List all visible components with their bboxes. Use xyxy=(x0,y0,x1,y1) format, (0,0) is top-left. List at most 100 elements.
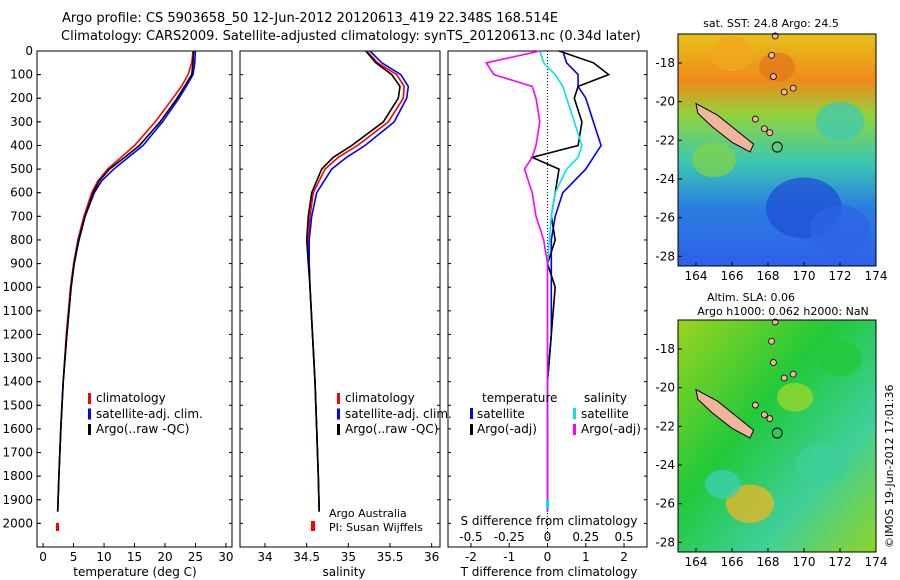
diff-legend-swatch-3 xyxy=(573,424,576,435)
header-line-2: Climatology: CARS2009. Satellite-adjuste… xyxy=(61,29,641,44)
sla-x-tick-label: 172 xyxy=(829,555,852,569)
sst-x-tick-label: 170 xyxy=(793,269,816,283)
diff-xlabel: T difference from climatology xyxy=(460,565,638,579)
sst-frame xyxy=(677,33,877,267)
x-tick-label: 0 xyxy=(544,550,552,564)
sla-argo-marker xyxy=(771,427,783,439)
sla-islet-1 xyxy=(761,411,768,419)
sst-x-tick-label: 164 xyxy=(685,269,708,283)
x-tick-label: 25 xyxy=(188,550,203,564)
sst-island xyxy=(695,102,755,153)
y-tick-label: 800 xyxy=(10,233,33,247)
x-tick-label: 34.5 xyxy=(293,550,320,564)
sst-islet-1 xyxy=(761,125,768,133)
diff-legend-sal-satellite: satellite xyxy=(581,407,629,421)
diff-legend-swatch-2 xyxy=(573,408,576,419)
y-tick-label: 1000 xyxy=(2,280,33,294)
x-top-tick-label: 0.5 xyxy=(614,530,633,544)
sla-patch-4 xyxy=(777,382,813,412)
sst-x-tick-label: 172 xyxy=(829,269,852,283)
sla-y-tick-label: -24 xyxy=(655,458,675,472)
sla-y-tick-label: -26 xyxy=(655,497,675,511)
x-tick-label: 30 xyxy=(218,550,233,564)
temp-legend-swatch-2 xyxy=(88,424,91,435)
sal-annotation-1: Argo Australia xyxy=(329,507,407,520)
sal-annotation-2: PI: Susan Wijffels xyxy=(329,521,423,534)
x-tick-label: 2 xyxy=(620,550,628,564)
sla-x-tick-label: 164 xyxy=(685,555,708,569)
x-tick-label: 0 xyxy=(39,550,47,564)
temp-bottom-marker xyxy=(56,523,59,531)
y-tick-label: 200 xyxy=(10,91,33,105)
sst-y-tick-label: -24 xyxy=(655,172,675,186)
y-tick-label: 0 xyxy=(25,44,33,58)
imos-stamp: ©IMOS 19-Jun-2012 17:01:36 xyxy=(883,384,896,548)
x-tick-label: -2 xyxy=(465,550,477,564)
temp-legend-argo: Argo(..raw -QC) xyxy=(96,422,189,436)
sla-islet-0 xyxy=(752,401,759,409)
sst-y-tick-label: -26 xyxy=(655,211,675,225)
sst-x-tick-label: 166 xyxy=(721,269,744,283)
diff-legend-swatch-0 xyxy=(470,408,473,419)
diff-legend-temp-satellite: satellite xyxy=(477,407,525,421)
x-tick-label: 34 xyxy=(257,550,272,564)
diff-bottom-marker xyxy=(546,500,549,508)
sla-islet-7 xyxy=(770,359,777,366)
x-top-tick-label: 0 xyxy=(544,530,552,544)
sal-legend-swatch-0 xyxy=(337,393,340,404)
y-tick-label: 1300 xyxy=(2,351,33,365)
diff-series-3 xyxy=(485,50,549,512)
sla-islet-6 xyxy=(789,370,797,378)
diff-xlabel-top: S difference from climatology xyxy=(461,514,638,528)
sal-bottom-marker xyxy=(311,521,315,531)
temp-xlabel: temperature (deg C) xyxy=(73,565,196,579)
sal-xlabel: salinity xyxy=(322,565,365,579)
x-tick-label: 36 xyxy=(424,550,439,564)
y-tick-label: 1400 xyxy=(2,375,33,389)
x-tick-label: 35.5 xyxy=(377,550,404,564)
sst-patch-4 xyxy=(816,101,864,141)
sla-islet-3 xyxy=(768,337,775,345)
sst-islet-6 xyxy=(789,84,797,92)
y-tick-label: 900 xyxy=(10,257,33,271)
y-tick-label: 1100 xyxy=(2,304,33,318)
panel-frame-salinity_profile xyxy=(239,50,441,548)
sla-islet-5 xyxy=(780,374,788,382)
header-line-1: Argo profile: CS 5903658_50 12-Jun-2012 … xyxy=(62,11,559,26)
x-tick-label: 1 xyxy=(582,550,590,564)
diff-legend-temp-argo: Argo(-adj) xyxy=(477,422,537,436)
sst-patch-2 xyxy=(710,35,754,71)
sst-patch-5 xyxy=(692,142,736,178)
sal-legend-climatology: climatology xyxy=(345,391,415,405)
sla-y-tick-label: -22 xyxy=(655,419,675,433)
sst-islet-2 xyxy=(766,129,774,137)
y-tick-label: 1200 xyxy=(2,327,33,341)
y-tick-label: 1700 xyxy=(2,446,33,460)
sla-map-title-2: Argo h1000: 0.062 h2000: NaN xyxy=(697,305,869,318)
temp-legend-swatch-1 xyxy=(88,408,91,420)
x-tick-label: 15 xyxy=(127,550,142,564)
sst-x-tick-label: 174 xyxy=(865,269,888,283)
sla-y-tick-label: -28 xyxy=(655,535,675,549)
sst-argo-marker xyxy=(771,141,783,153)
temp-legend-climatology: climatology xyxy=(96,391,166,405)
sal-legend-swatch-1 xyxy=(337,408,340,420)
sst-patch-1 xyxy=(810,205,870,254)
sal-legend-argo: Argo(..raw -QC) xyxy=(345,422,438,436)
sal-series-2 xyxy=(305,50,401,512)
sst-patch-3 xyxy=(759,52,795,82)
y-tick-label: 2000 xyxy=(2,516,33,530)
sla-island xyxy=(695,388,755,439)
sla-map-title-1: Altim. SLA: 0.06 xyxy=(707,291,795,304)
sla-x-tick-label: 170 xyxy=(793,555,816,569)
temp-series-2 xyxy=(56,50,195,512)
y-tick-label: 600 xyxy=(10,186,33,200)
diff-legend-sal-argo: Argo(-adj) xyxy=(581,422,641,436)
y-tick-label: 500 xyxy=(10,162,33,176)
sla-x-tick-label: 174 xyxy=(865,555,888,569)
y-tick-label: 1500 xyxy=(2,398,33,412)
sst-islet-5 xyxy=(780,88,788,96)
sst-islet-3 xyxy=(768,51,775,59)
